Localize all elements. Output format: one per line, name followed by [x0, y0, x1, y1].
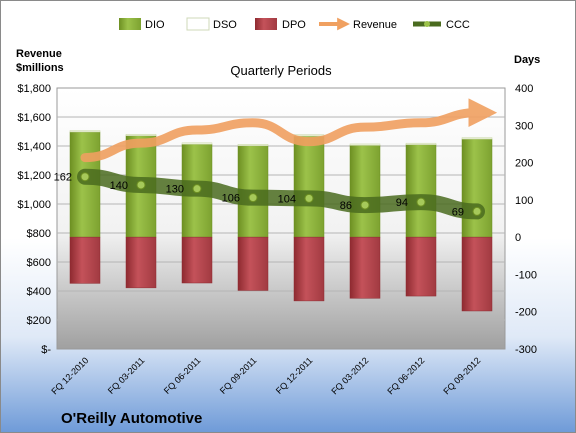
bar-dpo	[293, 236, 325, 302]
left-axis-ticks: $- $200 $400 $600 $800 $1,000 $1,200 $1,400 $1,6…	[17, 83, 51, 356]
bar-dso	[237, 144, 269, 147]
left-tick-label: $400	[27, 286, 51, 298]
left-tick-label: $-	[41, 344, 51, 356]
legend-label-revenue: Revenue	[353, 19, 397, 31]
ccc-point	[304, 193, 314, 203]
revenue-line	[80, 98, 498, 163]
ccc-data-label: 94	[396, 197, 408, 209]
left-tick-label: $800	[27, 228, 51, 240]
legend-swatch-dso	[186, 17, 210, 31]
bar-dso	[125, 133, 157, 136]
bar-dpo	[405, 236, 437, 297]
left-axis-label-1: Revenue	[16, 48, 62, 60]
right-tick-label: -100	[515, 269, 537, 281]
left-tick-label: $1,400	[17, 141, 51, 153]
ccc-point	[472, 206, 482, 216]
bar-dso	[405, 142, 437, 145]
ccc-data-label: 130	[166, 184, 184, 196]
ccc-data-label: 104	[278, 193, 296, 205]
category-label: FQ 03-2012	[329, 355, 370, 396]
ccc-point	[416, 197, 426, 207]
legend-item-dio: DIO	[119, 18, 165, 31]
bar-dpo	[181, 236, 213, 284]
chart-title: Quarterly Periods	[230, 63, 332, 78]
ccc-point	[192, 184, 202, 194]
ccc-data-label: 69	[452, 206, 464, 218]
right-tick-label: -300	[515, 344, 537, 356]
category-label: FQ 12-2010	[49, 355, 90, 396]
ccc-data-label: 140	[110, 180, 128, 192]
ccc-data-label: 106	[222, 193, 240, 205]
bar-dpo	[125, 236, 157, 289]
bar-dso	[181, 142, 213, 145]
right-tick-label: 300	[515, 120, 533, 132]
category-label: FQ 12-2011	[274, 355, 315, 396]
ccc-point	[136, 180, 146, 190]
right-tick-label: 200	[515, 158, 533, 170]
category-label: FQ 09-2011	[218, 355, 259, 396]
ccc-point	[80, 172, 90, 182]
legend-label-dso: DSO	[213, 19, 237, 31]
category-label: FQ 06-2011	[162, 355, 203, 396]
bar-dio	[405, 144, 437, 238]
left-tick-label: $1,800	[17, 83, 51, 95]
bar-dso	[69, 130, 101, 133]
bar-dio	[461, 138, 493, 238]
legend-item-revenue: Revenue	[319, 17, 397, 31]
bar-dso	[461, 137, 493, 140]
right-tick-label: 0	[515, 232, 521, 244]
line-series	[77, 98, 498, 220]
bar-dio	[293, 135, 325, 238]
bar-dio	[349, 145, 381, 238]
bar-dso	[349, 143, 381, 146]
left-axis-label-2: $millions	[16, 62, 64, 74]
right-axis-label: Days	[514, 54, 540, 66]
category-label: FQ 06-2012	[385, 355, 426, 396]
category-label: FQ 09-2012	[441, 355, 482, 396]
right-axis-ticks: -300 -200 -100 0 100 200 300 400	[515, 83, 537, 356]
legend-item-ccc: CCC	[413, 19, 470, 31]
legend: DIO DSO DPO Revenue CCC	[119, 17, 470, 31]
legend-label-dpo: DPO	[282, 19, 306, 31]
left-tick-label: $1,200	[17, 170, 51, 182]
category-label: FQ 03-2011	[106, 355, 147, 396]
left-tick-label: $600	[27, 257, 51, 269]
right-tick-label: 400	[515, 83, 533, 95]
legend-swatch-dio	[119, 18, 141, 30]
data-labels: 162 140 130 106 104 86 94 69	[54, 172, 464, 219]
company-name: O'Reilly Automotive	[61, 410, 202, 427]
ccc-point	[360, 200, 370, 210]
bar-dpo	[461, 236, 493, 312]
ccc-data-label: 86	[340, 200, 352, 212]
legend-label-dio: DIO	[145, 19, 165, 31]
legend-marker-ccc	[424, 21, 430, 27]
right-tick-label: -200	[515, 307, 537, 319]
ccc-data-label: 162	[54, 172, 72, 184]
left-tick-label: $1,000	[17, 199, 51, 211]
ccc-point	[248, 193, 258, 203]
left-tick-label: $1,600	[17, 112, 51, 124]
legend-swatch-dpo	[255, 18, 277, 30]
legend-item-dpo: DPO	[255, 18, 306, 31]
bar-dpo	[69, 236, 101, 284]
category-axis-ticks: FQ 12-2010 FQ 03-2011 FQ 06-2011 FQ 09-2011…	[49, 355, 482, 396]
bar-dpo	[237, 236, 269, 291]
left-tick-label: $200	[27, 315, 51, 327]
right-tick-label: 100	[515, 195, 533, 207]
legend-item-dso: DSO	[186, 17, 237, 31]
bar-dpo	[349, 236, 381, 299]
legend-label-ccc: CCC	[446, 19, 470, 31]
bar-dso	[293, 134, 325, 137]
